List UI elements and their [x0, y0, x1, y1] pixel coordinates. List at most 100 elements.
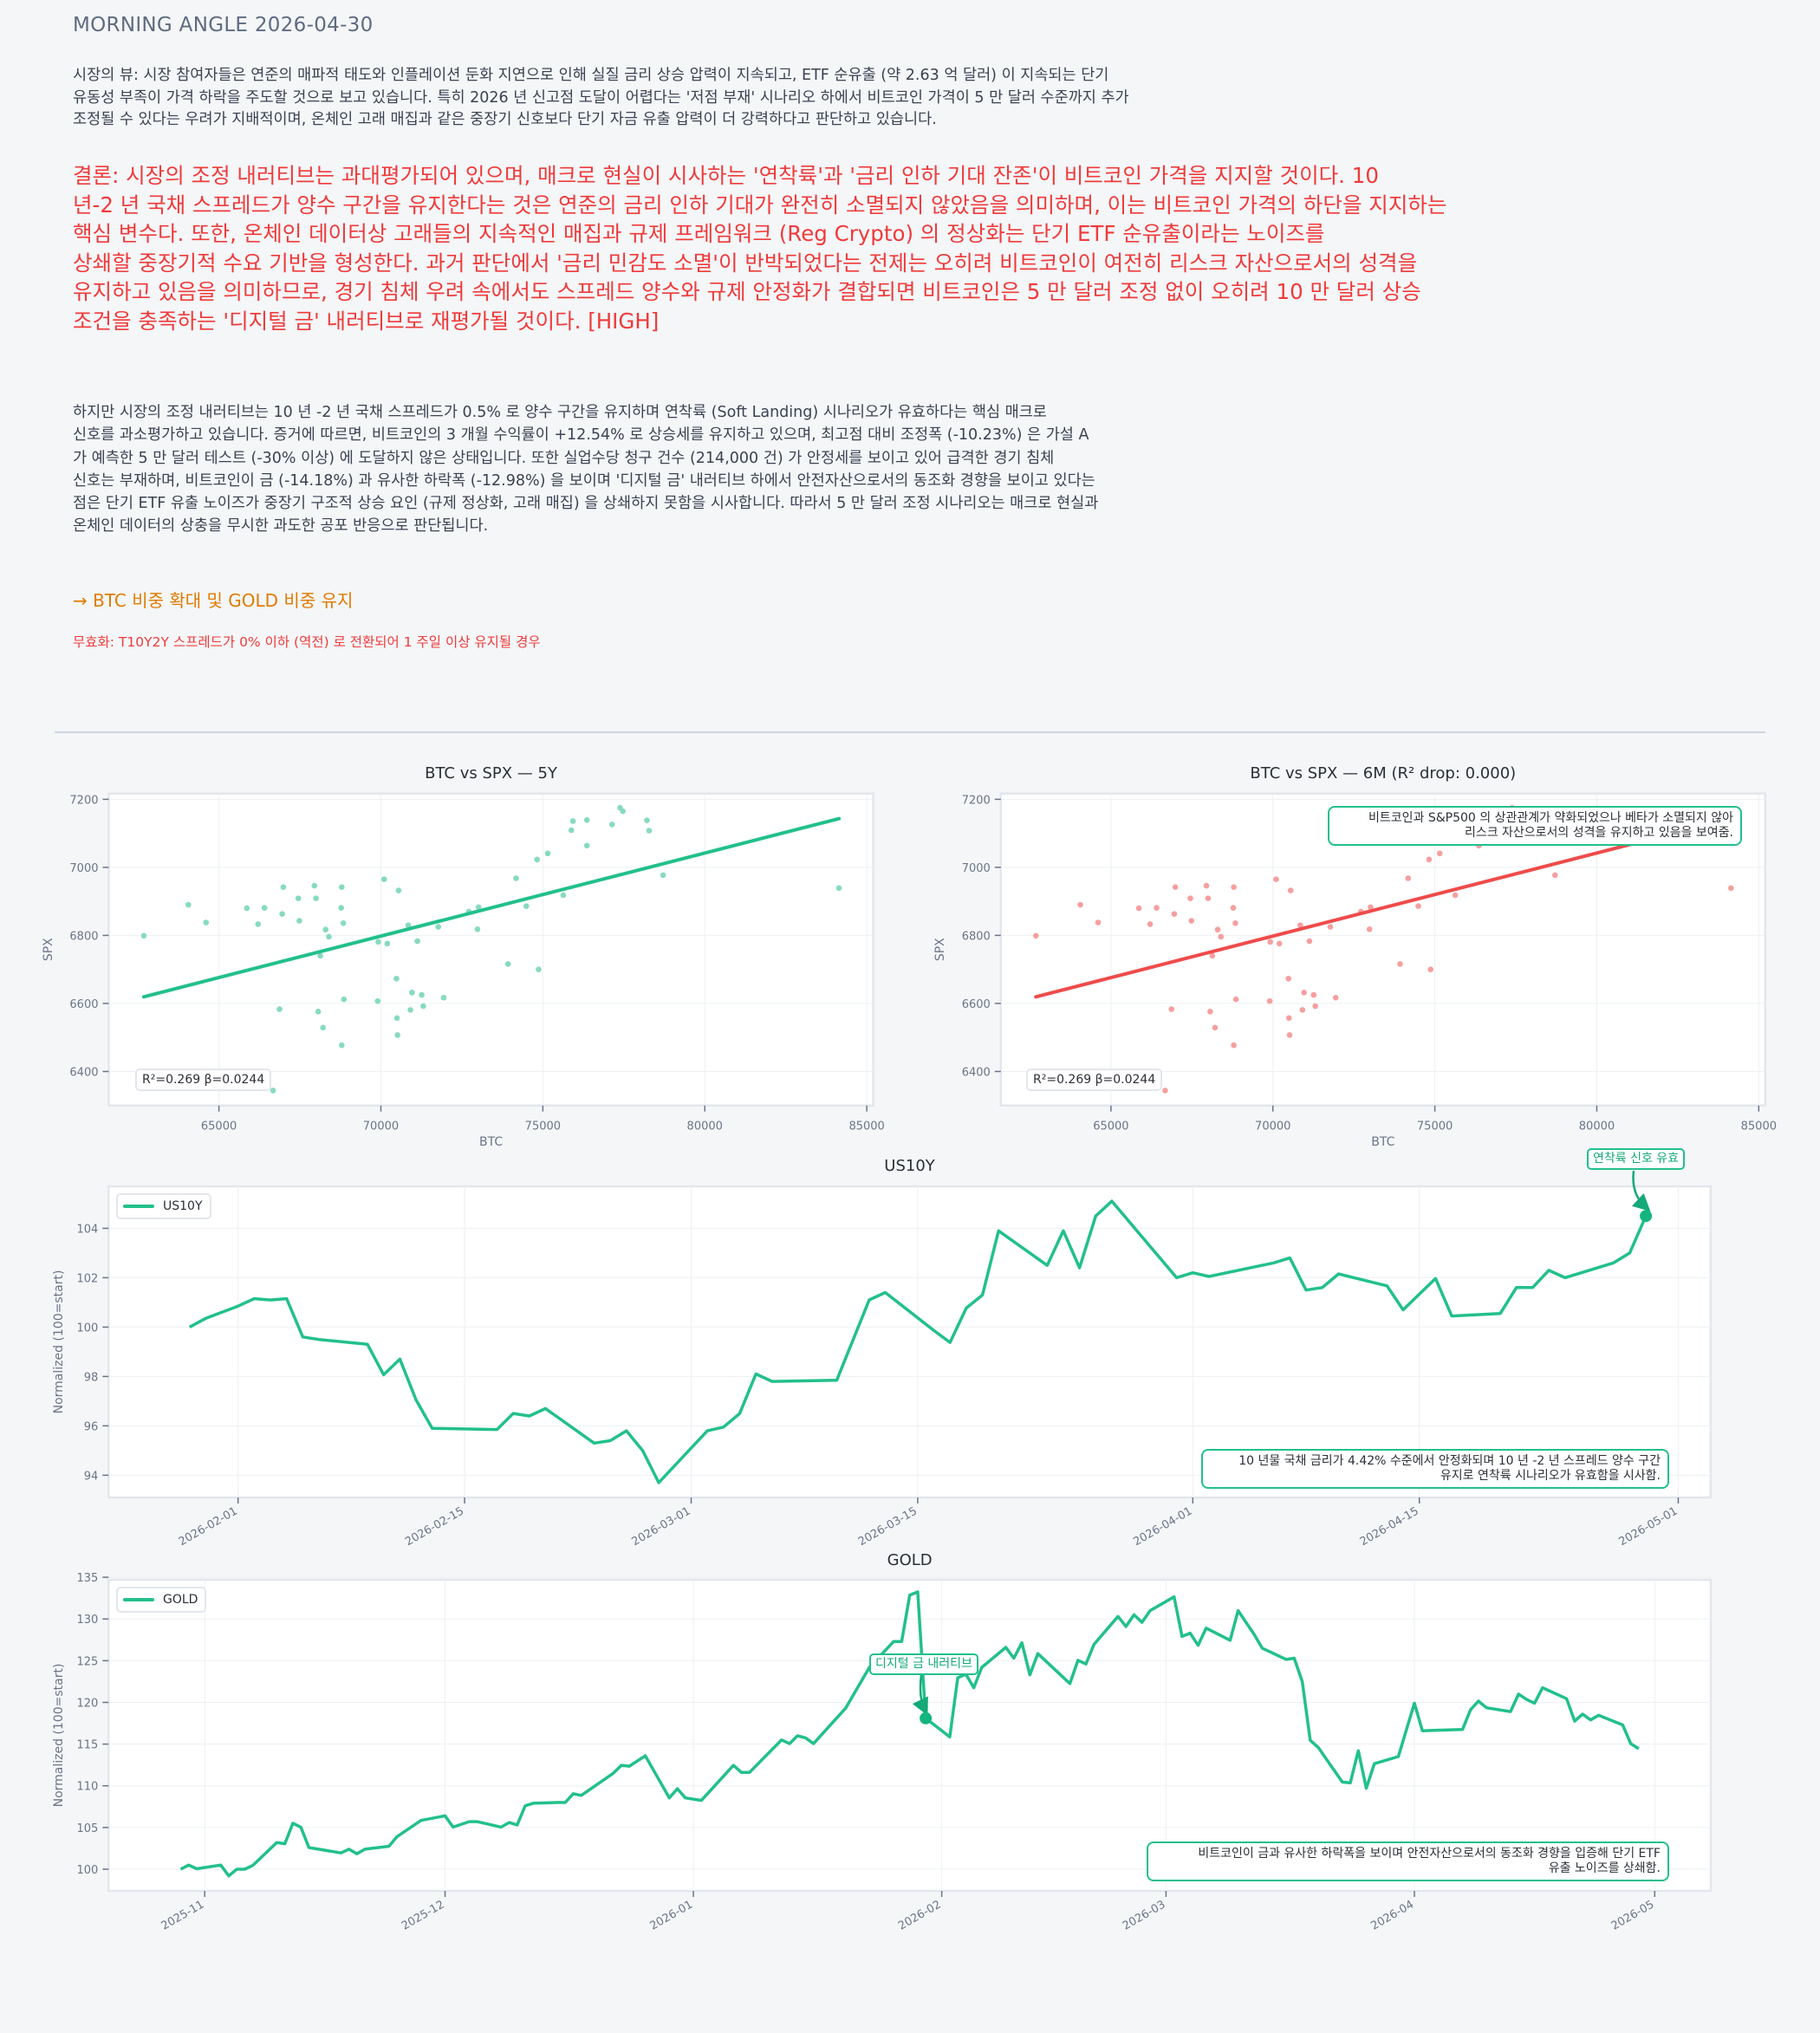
y-axis-label: Normalized (100=start): [52, 1664, 66, 1808]
x-tick-label: 2026-03-15: [856, 1504, 920, 1549]
x-tick-label: 2026-04-01: [1131, 1504, 1194, 1549]
scatter-point: [1212, 1024, 1219, 1031]
x-tick-label: 80000: [1579, 1120, 1615, 1133]
regression-stats-6m: R²=0.269 β=0.0244: [1026, 1068, 1163, 1091]
scatter-point: [1727, 885, 1734, 892]
scatter-point: [1205, 895, 1212, 901]
scatter-point: [440, 994, 447, 1001]
text-line: 가 예측한 5 만 달러 테스트 (-30% 이상) 에 도달하지 않은 상태입…: [73, 449, 1055, 467]
y-tick-label: 130: [76, 1614, 98, 1627]
scatter-point: [504, 961, 511, 967]
y-axis-label: SPX: [42, 938, 55, 961]
scatter-point: [536, 966, 542, 972]
scatter-point: [313, 895, 319, 901]
scatter-point: [1452, 892, 1459, 899]
y-tick-label: 102: [76, 1272, 98, 1285]
scatter-point: [384, 940, 391, 947]
annotation-line: 비트코인이 금과 유사한 하락폭을 보이며 안전자산으로서의 동조화 경향을 입…: [1198, 1847, 1661, 1861]
scatter-point: [583, 817, 590, 823]
y-tick-label: 98: [84, 1371, 99, 1384]
scatter-point: [1231, 1042, 1237, 1049]
x-tick-label: 80000: [687, 1120, 723, 1133]
scatter-point: [1187, 895, 1193, 901]
scatter-point: [646, 828, 653, 834]
chart-0: 65000 70000 75000 80000 85000 6400 6600 6800 700…: [42, 764, 885, 1149]
scatter-point: [1266, 997, 1273, 1004]
regression-stats-5y: R²=0.269 β=0.0244: [135, 1068, 272, 1091]
scatter-point: [1368, 904, 1374, 911]
legend-swatch: [123, 1205, 154, 1208]
highlight-arrow: [1631, 1170, 1651, 1212]
y-tick-label: 96: [84, 1420, 99, 1433]
highlight-arrow: [912, 1674, 928, 1716]
scatter-point: [311, 882, 318, 889]
scatter-point: [374, 997, 381, 1004]
scatter-point: [1232, 996, 1239, 1003]
y-tick-label: 100: [76, 1322, 98, 1335]
y-tick-label: 100: [76, 1864, 98, 1877]
annotation-line: 유출 노이즈를 상쇄함.: [1548, 1861, 1661, 1875]
scatter-point: [340, 919, 347, 926]
annotation-line: 리스크 자산으로서의 성격을 유지하고 있음을 보여줌.: [1464, 826, 1733, 840]
scatter-point: [295, 895, 302, 901]
scatter-point: [315, 1009, 322, 1015]
scatter-point: [255, 921, 262, 927]
scatter-point: [568, 827, 575, 834]
scatter-point: [608, 822, 615, 828]
scatter-point: [475, 904, 482, 911]
text-line: 시장의 뷰: 시장 참여자들은 연준의 매파적 태도와 인플레이션 둔화 지연으…: [73, 67, 1109, 84]
scatter-point: [560, 892, 567, 899]
text-line: 유지하고 있음을 의미하므로, 경기 침체 우려 속에서도 스프레드 양수와 규…: [73, 279, 1421, 304]
y-axis-label: Normalized (100=start): [52, 1270, 66, 1414]
gold-highlight-label: 디지털 금 내러티브: [869, 1653, 978, 1675]
scatter-point: [1286, 1015, 1292, 1022]
highlight-marker: [1640, 1210, 1653, 1223]
scatter-point: [393, 1015, 400, 1022]
y-tick-label: 115: [76, 1739, 98, 1752]
y-tick-label: 6600: [962, 998, 991, 1011]
action-recommendation: → BTC 비중 확대 및 GOLD 비중 유지: [73, 590, 354, 611]
scatter-point: [419, 991, 425, 998]
scatter-point: [276, 1006, 283, 1012]
chart-title: BTC vs SPX — 6M (R² drop: 0.000): [1250, 764, 1516, 783]
chart-title: GOLD: [887, 1551, 933, 1569]
scatter-point: [407, 1007, 413, 1013]
scatter-point: [279, 911, 285, 917]
plot-area: [107, 1578, 1713, 1893]
y-tick-label: 7200: [962, 794, 991, 807]
x-tick-label: 2026-04-15: [1358, 1504, 1421, 1549]
scatter-point: [1230, 905, 1237, 911]
scatter-point: [405, 922, 412, 928]
scatter-point: [1426, 856, 1433, 863]
regression-line: [141, 816, 842, 999]
scatter-point: [339, 884, 345, 890]
invalidation-condition: 무효화: T10Y2Y 스프레드가 0% 이하 (역전) 로 전환되어 1 주일…: [73, 634, 541, 650]
chart-title: BTC vs SPX — 5Y: [425, 764, 558, 783]
x-tick-label: 2026-02-15: [403, 1504, 466, 1549]
scatter-point: [1218, 933, 1225, 940]
scatter-point: [1285, 975, 1292, 982]
scatter-point: [1551, 872, 1558, 879]
x-tick-label: 2026-02-01: [177, 1504, 240, 1549]
text-line: 신호는 부재하며, 비트코인이 금 (-14.18%) 과 유사한 하락폭 (-…: [73, 471, 1095, 490]
scatter-point: [1232, 919, 1238, 926]
x-tick-label: 2026-04: [1368, 1898, 1416, 1932]
y-tick-label: 105: [76, 1822, 98, 1835]
scatter-point: [395, 887, 402, 893]
scatter-point: [1332, 994, 1339, 1001]
x-tick-label: 2026-05-01: [1617, 1504, 1680, 1549]
y-tick-label: 7000: [962, 862, 991, 875]
scatter-point: [544, 850, 551, 857]
text-line: 년-2 년 국채 스프레드가 양수 구간을 유지한다는 것은 연준의 금리 인하…: [73, 192, 1447, 218]
scatter-point: [322, 926, 329, 933]
scatter-point: [534, 856, 540, 863]
y-tick-label: 125: [76, 1655, 98, 1668]
market-view-paragraph: 시장의 뷰: 시장 참여자들은 연준의 매파적 태도와 인플레이션 둔화 지연으…: [73, 65, 1129, 132]
x-tick-label: 2026-03: [1121, 1898, 1168, 1932]
scatter-point: [1171, 911, 1178, 917]
conclusion-paragraph: 결론: 시장의 조정 내러티브는 과대평가되어 있으며, 매크로 현실이 시사하…: [73, 161, 1446, 335]
scatter-point: [513, 875, 519, 881]
legend-label: US10Y: [163, 1199, 203, 1213]
text-line: 유동성 부족이 가격 하락을 주도할 것으로 보고 있습니다. 특히 2026 …: [73, 88, 1129, 107]
